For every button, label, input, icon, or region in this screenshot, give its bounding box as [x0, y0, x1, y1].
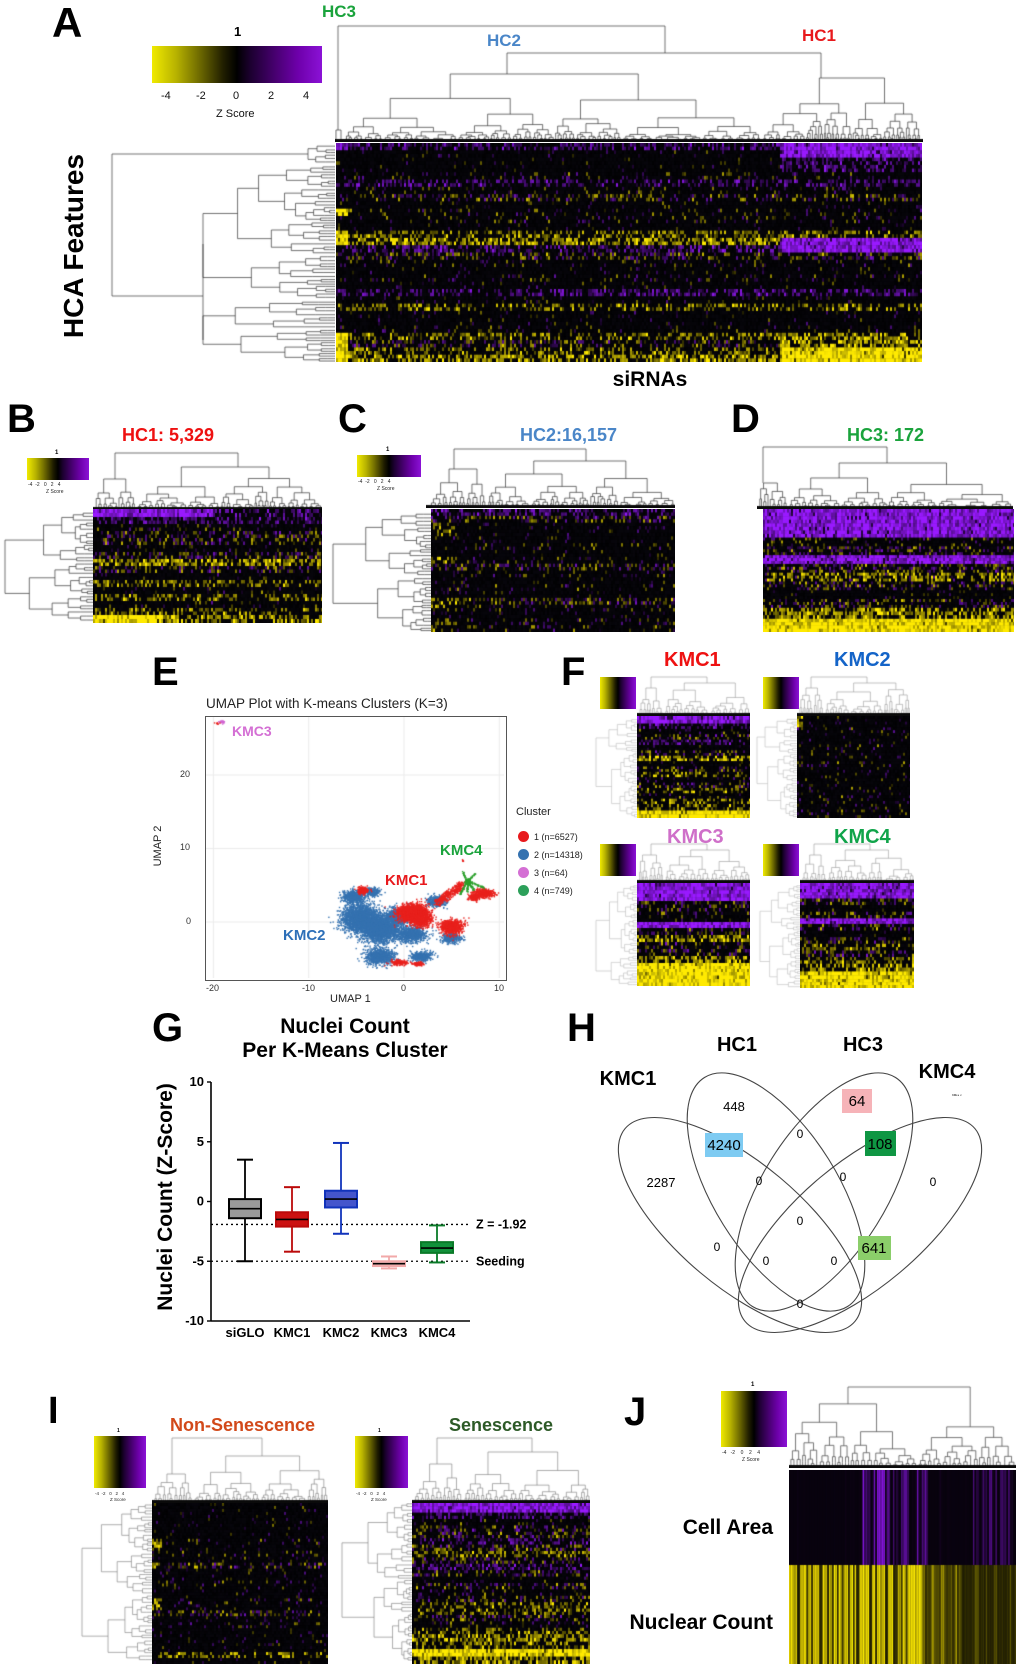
- svg-text:siGLO: siGLO: [225, 1325, 264, 1340]
- svg-text:448: 448: [723, 1099, 745, 1114]
- svg-text:0: 0: [197, 1194, 204, 1209]
- svg-text:10: 10: [190, 1074, 204, 1089]
- svg-text:0: 0: [763, 1254, 770, 1268]
- svg-text:0: 0: [831, 1254, 838, 1268]
- svg-text:HC3: HC3: [843, 1034, 883, 1056]
- svg-text:Z = -1.92: Z = -1.92: [476, 1217, 526, 1231]
- svg-text:KMC4: KMC4: [419, 1325, 457, 1340]
- svg-text:Seeding: Seeding: [476, 1254, 525, 1268]
- svg-text:0: 0: [714, 1240, 721, 1254]
- svg-text:-10: -10: [185, 1313, 204, 1328]
- svg-text:0: 0: [797, 1127, 804, 1141]
- svg-text:64: 64: [849, 1093, 866, 1110]
- svg-text:641: 641: [861, 1240, 886, 1257]
- svg-text:KMC1: KMC1: [600, 1068, 657, 1090]
- svg-text:ᴷᴹᶜ⁴ ᶜ: ᴷᴹᶜ⁴ ᶜ: [952, 1093, 962, 1098]
- svg-text:KMC1: KMC1: [274, 1325, 311, 1340]
- svg-text:0: 0: [797, 1297, 804, 1311]
- svg-text:-5: -5: [192, 1253, 204, 1268]
- svg-text:4240: 4240: [707, 1137, 740, 1154]
- svg-text:0: 0: [797, 1214, 804, 1228]
- svg-text:KMC3: KMC3: [371, 1325, 408, 1340]
- svg-text:2287: 2287: [647, 1175, 676, 1190]
- svg-text:108: 108: [867, 1136, 892, 1153]
- svg-text:5: 5: [197, 1134, 204, 1149]
- svg-text:HC1: HC1: [717, 1034, 757, 1056]
- svg-text:KMC4: KMC4: [919, 1061, 977, 1083]
- svg-text:0: 0: [756, 1174, 763, 1188]
- svg-text:0: 0: [930, 1175, 937, 1189]
- svg-text:KMC2: KMC2: [323, 1325, 360, 1340]
- svg-text:0: 0: [840, 1170, 847, 1184]
